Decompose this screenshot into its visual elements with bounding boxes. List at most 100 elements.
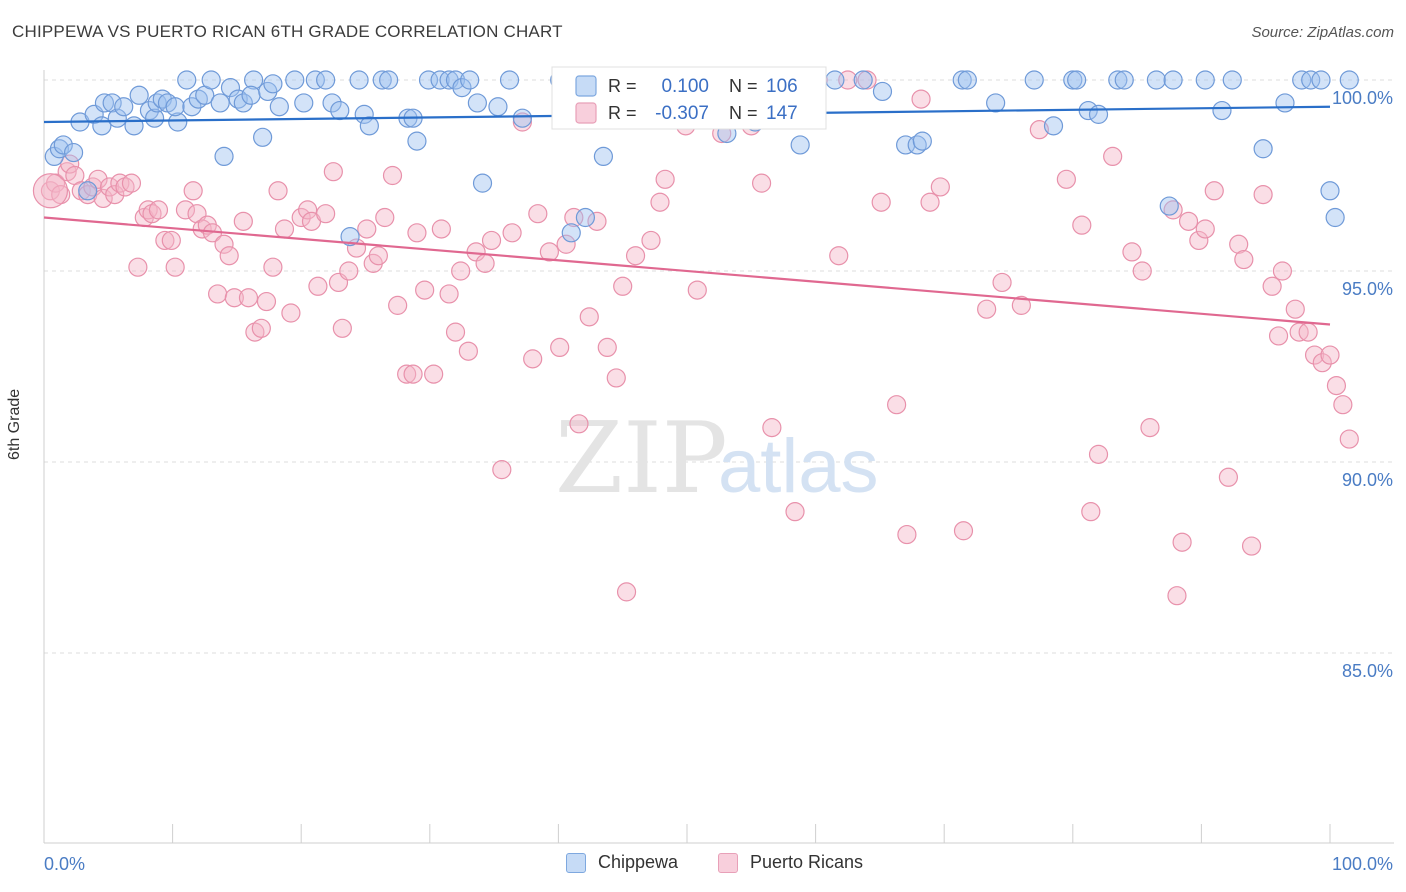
chippewa-point [114,97,134,117]
puerto-ricans-point [298,200,318,220]
puerto-ricans-point [148,200,169,220]
puerto-ricans-point [368,246,388,266]
chippewa-point [853,70,873,90]
puerto-ricans-point [183,181,203,201]
puerto-ricans-point [930,177,950,197]
puerto-ricans-point [475,253,495,273]
legend-r-value-2: -0.307 [655,103,709,124]
puerto-ricans-point [887,395,907,415]
chippewa-point [1159,196,1179,216]
chippewa-point [575,207,596,228]
puerto-ricans-point [1298,322,1318,342]
bottom-legend-chippewa: Chippewa [566,852,678,873]
puerto-ricans-point [564,207,584,228]
puerto-ricans-point [762,418,782,438]
puerto-ricans-point [1229,234,1249,254]
puerto-ricans-point [274,219,295,239]
puerto-ricans-point [224,288,244,308]
puerto-ricans-point [1304,345,1325,365]
chippewa-point [165,97,185,117]
legend-n-value-2: 147 [766,103,798,124]
puerto-ricans-point [481,230,502,251]
puerto-ricans-point [502,223,522,243]
chippewa-point [1275,93,1295,113]
chippewa-point [488,97,508,117]
chippewa-point [359,116,379,136]
chippewa-point [1195,70,1215,90]
puerto-ricans-point [751,173,772,193]
chippewa-point [330,100,350,121]
chippewa-point [1320,181,1340,201]
puerto-ricans-point [1241,536,1262,556]
puerto-ricans-point [1163,200,1183,220]
puerto-ricans-point [1140,418,1160,438]
puerto-ricans-point [687,280,707,300]
chippewa-point [379,70,399,90]
chippewa-point [316,70,336,90]
puerto-ricans-point [977,299,997,319]
chippewa-point [102,93,122,113]
chippewa-point [957,70,977,90]
chippewa-point [322,93,342,113]
chippewa-point [561,223,581,243]
puerto-ricans-point [1234,249,1254,270]
puerto-ricans-point [785,502,805,522]
puerto-ricans-point [424,364,444,384]
chippewa-point [1067,70,1087,90]
chippewa-point [182,97,202,117]
bottom-legend-swatch-puerto-ricans [718,852,738,873]
y-tick-label: 85.0% [1342,661,1393,681]
chippewa-point [1146,70,1166,90]
puerto-ricans-point [161,230,181,251]
chippewa-point [107,108,127,128]
puerto-ricans-point [1122,242,1142,262]
puerto-ricans-point [528,204,548,224]
chippewa-point [124,116,144,136]
puerto-ricans-point [291,207,311,228]
puerto-ricans-point [655,169,675,189]
chippewa-point [78,181,98,201]
chippewa-point [147,93,167,113]
puerto-ricans-point [1081,502,1101,522]
puerto-ricans-point [1056,169,1076,189]
puerto-ricans-point [208,284,228,304]
chippewa-point [512,108,532,128]
chippewa-point [144,108,165,128]
chippewa-point [593,146,614,166]
bottom-legend-swatch-chippewa [566,852,586,873]
chippewa-point [94,93,115,113]
puerto-ricans-point [953,521,974,541]
puerto-ricans-point [1195,219,1215,239]
chippewa-point [912,131,932,151]
puerto-ricans-point [32,173,69,209]
puerto-ricans-point [458,341,478,361]
puerto-ricans-point [650,192,670,212]
puerto-ricans-point [93,188,113,209]
puerto-ricans-point [597,337,617,357]
puerto-ricans-point [1333,395,1353,415]
legend-n-value-1: 106 [766,76,798,97]
bottom-legend-puerto-ricans: Puerto Ricans [718,852,863,873]
bottom-legend: Chippewa Puerto Ricans [0,850,1406,880]
puerto-ricans-point [121,173,142,193]
chippewa-point [1212,100,1232,121]
chippewa-point [467,93,487,113]
puerto-ricans-point [641,230,661,251]
puerto-ricans-trend-line [43,216,1331,326]
puerto-ricans-point [382,165,403,186]
puerto-ricans-point [1204,181,1224,201]
puerto-ricans-point [1218,467,1239,487]
puerto-ricans-point [445,322,466,342]
puerto-ricans-point [1268,326,1289,346]
puerto-ricans-point [281,303,301,323]
puerto-ricans-point [1272,261,1293,281]
puerto-ricans-point [439,284,459,304]
puerto-ricans-point [407,223,427,243]
chippewa-point [233,93,253,113]
chippewa-point [407,131,427,151]
y-tick-label: 95.0% [1342,279,1393,299]
chippewa-point [53,135,73,155]
chippewa-point [499,70,520,90]
chippewa-point [1043,116,1064,136]
chippewa-point [1114,70,1134,90]
